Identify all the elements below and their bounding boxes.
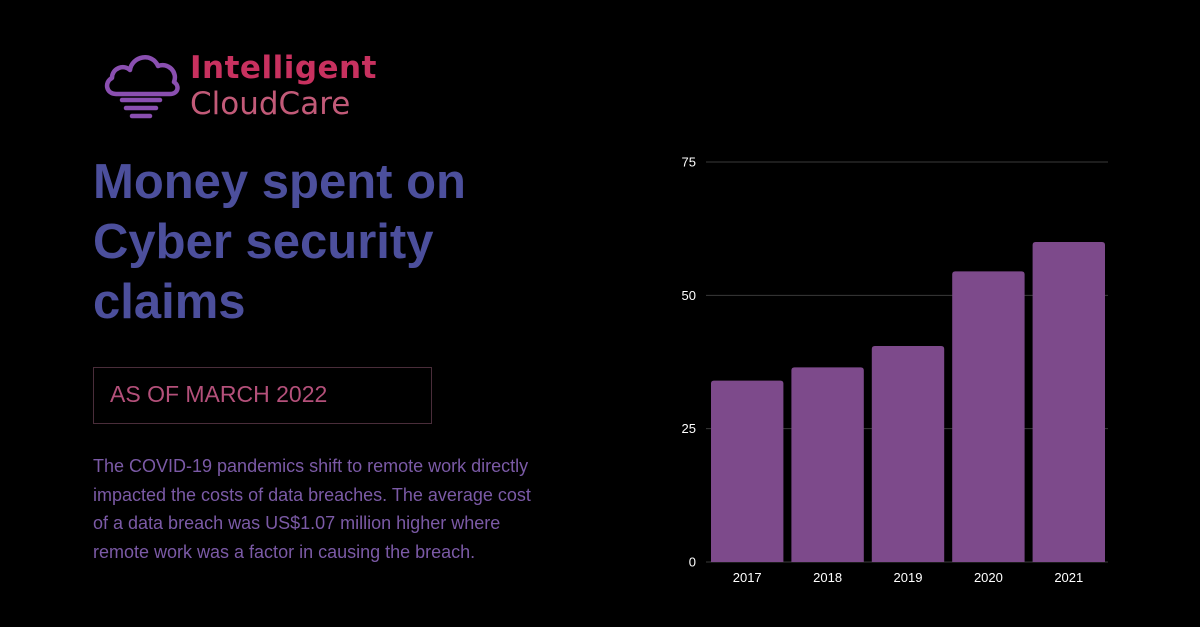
- brand-logo: Intelligent CloudCare: [102, 48, 376, 124]
- page-title: Money spent on Cyber security claims: [93, 155, 466, 329]
- x-tick-label: 2020: [974, 570, 1003, 585]
- logo-wordmark-line2: CloudCare: [190, 86, 351, 122]
- bar-2017: [711, 380, 784, 562]
- bar-2020: [952, 271, 1025, 562]
- logo-wordmark-line1: Intelligent: [190, 50, 377, 86]
- bar-2021: [1032, 242, 1105, 562]
- chart-svg: 0 25 50 75 2017 2018 2019 2020 2021: [682, 155, 1108, 585]
- description-text: The COVID-19 pandemics shift to remote w…: [93, 456, 531, 562]
- y-tick-label: 75: [682, 155, 696, 170]
- bar-2019: [871, 346, 945, 562]
- x-tick-label: 2021: [1054, 570, 1083, 585]
- cloud-lightbulb-icon: [104, 55, 180, 119]
- x-tick-label: 2019: [894, 570, 923, 585]
- bar-chart: 0 25 50 75 2017 2018 2019 2020 2021: [660, 150, 1130, 600]
- y-tick-label: 50: [682, 288, 696, 303]
- y-tick-label: 25: [682, 421, 696, 436]
- date-label: AS OF MARCH 2022: [110, 381, 328, 407]
- x-tick-label: 2017: [733, 570, 762, 585]
- y-tick-label: 0: [689, 555, 696, 570]
- bar-2018: [791, 367, 864, 562]
- x-tick-label: 2018: [813, 570, 842, 585]
- date-box: AS OF MARCH 2022: [93, 367, 432, 424]
